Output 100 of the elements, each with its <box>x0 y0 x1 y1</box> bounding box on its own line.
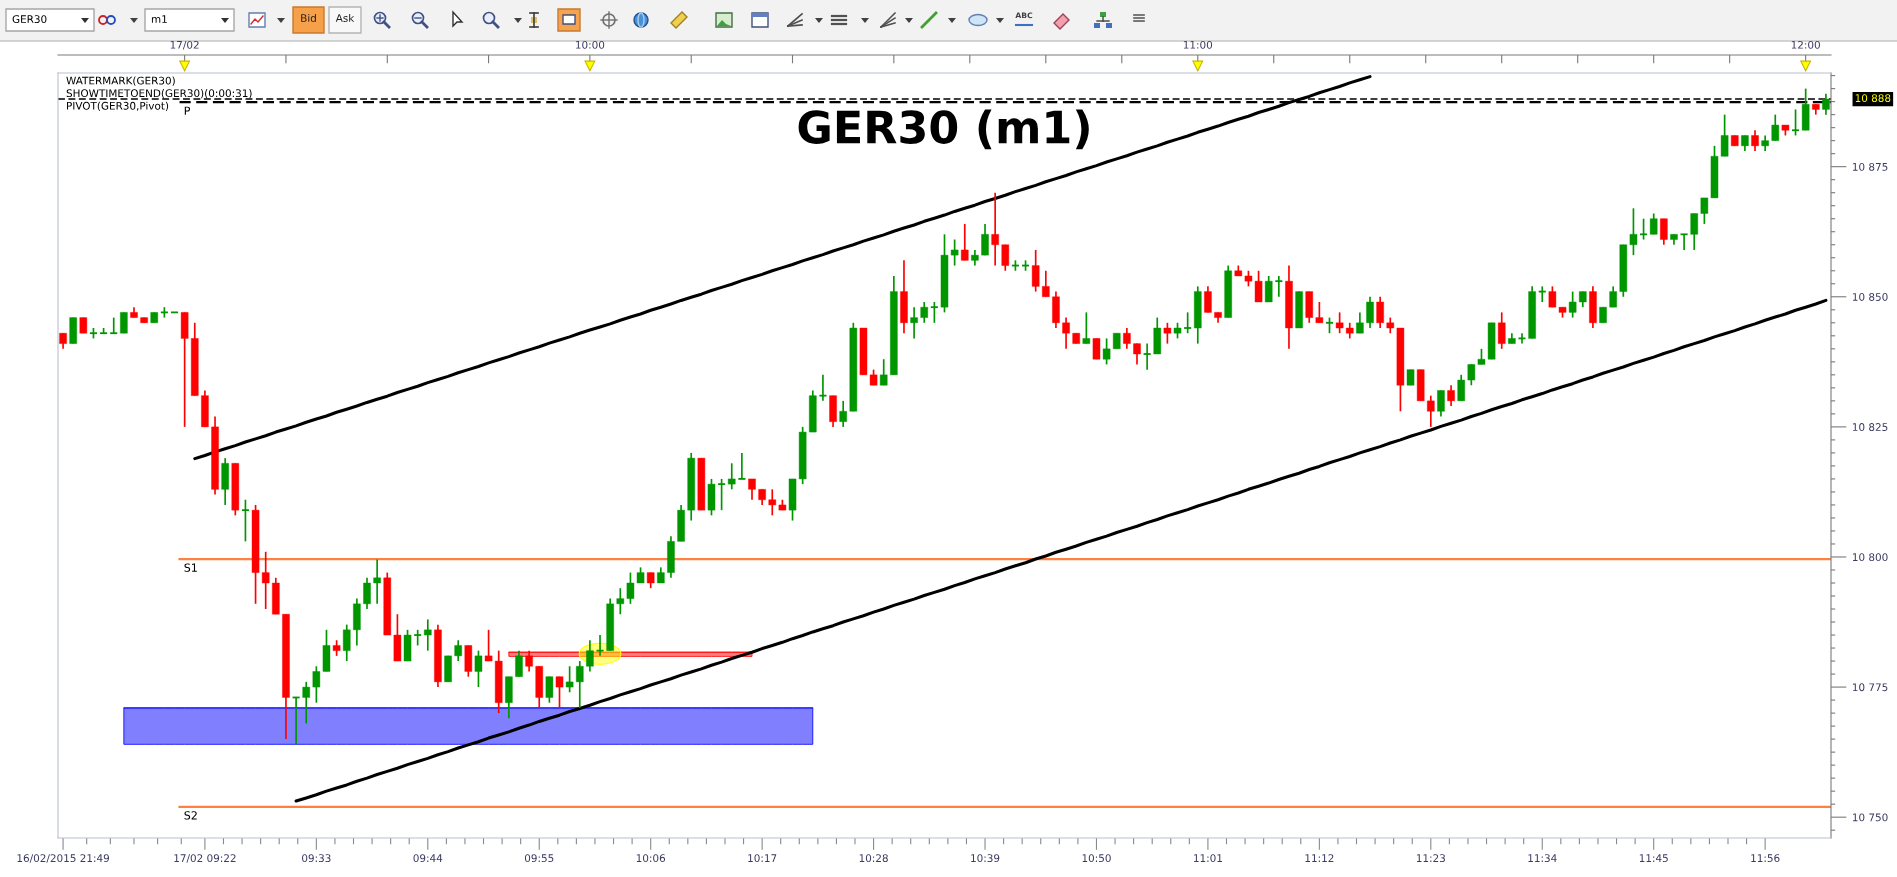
x-tick-label: 11:23 <box>1416 854 1445 863</box>
candlestick <box>1042 269 1050 298</box>
candlestick <box>1001 243 1010 272</box>
candlestick <box>1690 212 1698 251</box>
y-tick-label: 10 800 <box>1852 553 1888 562</box>
candlestick <box>1335 311 1344 335</box>
y-tick-label: 10 750 <box>1852 813 1888 822</box>
candlestick <box>1437 389 1445 418</box>
candlestick <box>1427 394 1435 428</box>
candlestick <box>342 623 351 662</box>
candlestick <box>1376 295 1384 329</box>
text: Bid <box>301 13 316 23</box>
candlestick <box>373 558 381 605</box>
candlestick <box>981 223 989 256</box>
candlestick <box>1791 108 1800 137</box>
candlestick <box>879 358 888 387</box>
annotation: SHOWTIMETOEND(GER30)(0:00:31) <box>66 89 252 99</box>
ref-line-label: P <box>184 106 191 115</box>
x2-tick-label: 10:00 <box>576 40 605 49</box>
candlestick <box>991 191 999 267</box>
x-tick-label: 11:56 <box>1751 854 1780 863</box>
candlestick <box>737 452 747 480</box>
x-tick-label: 09:55 <box>524 854 554 863</box>
x-tick-label: 10:17 <box>748 854 777 863</box>
candlestick <box>1062 316 1070 350</box>
candlestick <box>555 675 564 709</box>
x-tick-label: 16/02/2015 21:49 <box>17 854 110 863</box>
candlestick <box>1031 249 1040 293</box>
text: Ask <box>335 13 355 23</box>
candlestick <box>748 478 756 501</box>
candlestick <box>484 629 493 662</box>
candlestick <box>1356 311 1364 335</box>
candlestick <box>109 316 119 335</box>
candlestick <box>839 400 847 428</box>
y-tick-label: 10 825 <box>1852 423 1888 431</box>
candlestick <box>240 498 250 543</box>
x-tick-label: 10:06 <box>636 854 666 863</box>
text: m1 <box>151 15 167 23</box>
x-tick-label: 11:01 <box>1194 854 1222 863</box>
x-tick-label: 10:50 <box>1082 854 1111 863</box>
candlestick <box>1163 321 1172 345</box>
candlestick <box>1639 217 1649 241</box>
candlestick <box>1568 290 1577 319</box>
x-tick-label: 11:45 <box>1639 854 1668 863</box>
y-tick-label: 10 875 <box>1852 162 1888 171</box>
candlestick <box>424 618 432 652</box>
candlestick <box>576 660 584 709</box>
candlestick <box>1609 285 1617 309</box>
candlestick <box>586 639 594 673</box>
x2-tick-label: 11:00 <box>1183 40 1213 49</box>
candlestick <box>1679 233 1689 251</box>
line-series <box>294 298 1828 803</box>
candlestick <box>961 223 969 262</box>
candlestick <box>545 675 554 704</box>
candlestick <box>1457 374 1465 402</box>
candlestick <box>1447 384 1455 407</box>
ref-line-label: S2 <box>184 811 197 820</box>
candlestick <box>1274 275 1284 298</box>
annotation: WATERMARK(GER30) <box>66 76 175 86</box>
y-tick-label: 10 775 <box>1852 683 1888 692</box>
candlestick <box>454 639 462 662</box>
annotation: PIVOT(GER30,Pivot) <box>67 101 169 111</box>
candlestick <box>717 478 727 511</box>
x2-tick-label: 17/02 <box>170 40 199 50</box>
candlestick <box>920 301 928 324</box>
candlestick <box>727 462 736 491</box>
candlestick <box>910 306 918 340</box>
ref-line-label: 10 888 <box>1855 94 1891 103</box>
candlestick <box>595 634 605 657</box>
candlestick <box>565 665 574 694</box>
candlestick <box>120 311 128 335</box>
candlestick <box>1771 113 1780 142</box>
candlestick <box>1751 129 1759 152</box>
x-tick-label: 09:33 <box>302 854 331 863</box>
candlestick <box>616 587 625 616</box>
x-tick-label: 11:12 <box>1305 854 1334 862</box>
candlestick <box>1183 311 1193 335</box>
candlestick <box>474 649 483 688</box>
ref-line-label: S1 <box>184 563 197 572</box>
candlestick <box>818 374 828 402</box>
x-tick-label: 17/02 09:22 <box>174 854 236 863</box>
candlestick <box>1204 285 1212 314</box>
candlestick <box>1649 212 1658 236</box>
x-tick-label: 10:39 <box>971 854 1000 863</box>
candlestick <box>1142 342 1152 371</box>
candlestick <box>363 576 371 610</box>
candlestick <box>515 649 523 678</box>
x-tick-label: 09:44 <box>413 854 443 863</box>
candlestick <box>1082 311 1091 345</box>
candlestick <box>1366 295 1374 329</box>
candlestick <box>1123 327 1131 350</box>
x-tick-label: 10:28 <box>859 854 888 863</box>
y-tick-label: 10 850 <box>1852 293 1888 301</box>
candlestick <box>1264 275 1273 303</box>
candlestick <box>929 301 939 324</box>
text: GER30 <box>12 15 47 24</box>
candlestick <box>768 488 777 517</box>
candlestick <box>1133 342 1141 366</box>
candlestick <box>1102 337 1111 366</box>
candlestick <box>1092 337 1101 361</box>
